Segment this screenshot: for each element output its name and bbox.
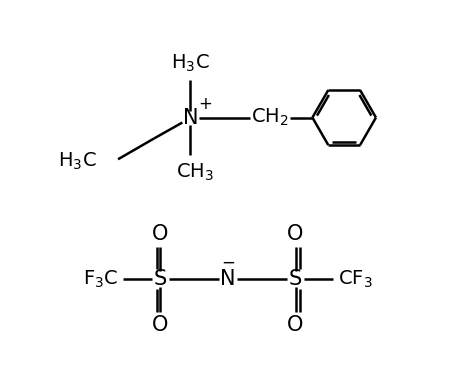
Text: S: S — [288, 269, 302, 289]
Text: O: O — [287, 315, 303, 335]
Text: $\mathregular{CH_3}$: $\mathregular{CH_3}$ — [176, 162, 214, 183]
Text: $\mathregular{CF_3}$: $\mathregular{CF_3}$ — [337, 269, 372, 290]
Text: N: N — [220, 269, 235, 289]
Text: $\mathregular{F_3C}$: $\mathregular{F_3C}$ — [83, 269, 118, 290]
Text: O: O — [152, 315, 168, 335]
Text: $\mathregular{CH_2}$: $\mathregular{CH_2}$ — [250, 107, 288, 128]
Text: O: O — [152, 224, 168, 244]
Text: S: S — [154, 269, 167, 289]
Text: −: − — [221, 254, 235, 272]
Text: $\mathregular{H_3C}$: $\mathregular{H_3C}$ — [57, 151, 96, 172]
Text: $\mathregular{H_3C}$: $\mathregular{H_3C}$ — [171, 52, 209, 74]
Text: O: O — [287, 224, 303, 244]
Text: N: N — [182, 107, 198, 127]
Text: +: + — [198, 94, 212, 113]
